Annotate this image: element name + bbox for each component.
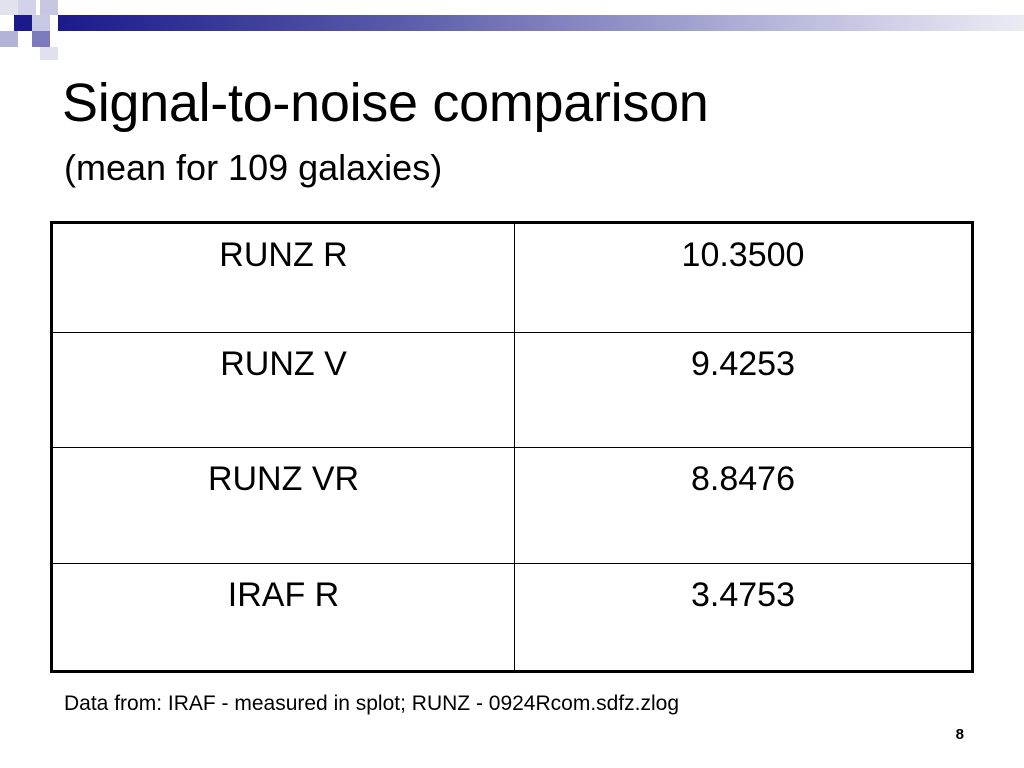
row-value: 8.8476	[514, 447, 973, 564]
data-source-note: Data from: IRAF - measured in splot; RUN…	[64, 692, 680, 715]
row-value: 9.4253	[514, 332, 973, 448]
slide-number: 8	[955, 726, 964, 743]
table-row: RUNZ VR 8.8476	[51, 447, 973, 564]
row-label: RUNZ VR	[51, 447, 515, 564]
row-label: RUNZ R	[51, 222, 515, 333]
row-value: 3.4753	[514, 563, 973, 672]
table-row: RUNZ V 9.4253	[51, 332, 973, 448]
table-row: IRAF R 3.4753	[51, 563, 973, 672]
header-decoration	[0, 0, 1024, 60]
table-row: RUNZ R 10.3500	[51, 222, 973, 333]
row-label: IRAF R	[51, 563, 515, 672]
slide-title: Signal-to-noise comparison	[62, 73, 709, 133]
row-label: RUNZ V	[51, 332, 515, 448]
signal-to-noise-table: RUNZ R 10.3500 RUNZ V 9.4253 RUNZ VR 8.8…	[50, 221, 974, 673]
row-value: 10.3500	[514, 222, 973, 333]
slide-subtitle: (mean for 109 galaxies)	[64, 147, 443, 188]
